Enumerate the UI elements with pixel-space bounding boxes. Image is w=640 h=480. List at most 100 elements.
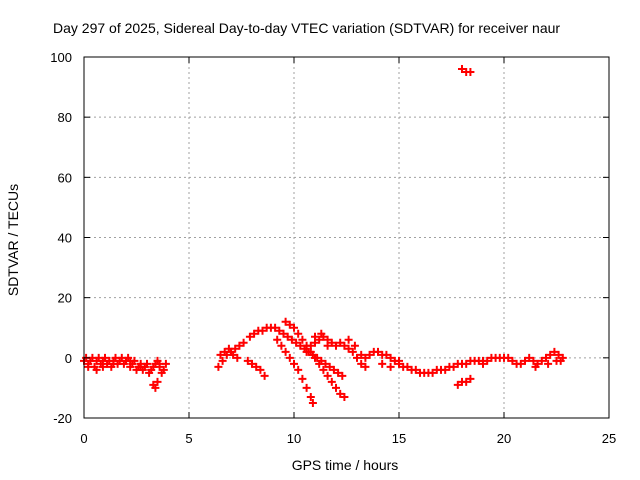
data-point: [126, 356, 135, 365]
y-tick-label: -20: [53, 411, 72, 426]
data-point: [109, 359, 118, 368]
data-point: [479, 359, 487, 368]
data-point: [84, 362, 93, 371]
data-point: [546, 350, 555, 359]
tick-layer: 0 5 10 15 20 25 -20 0 20 40 60 80 100: [50, 50, 616, 446]
data-point: [143, 359, 151, 368]
series-outlier: [458, 65, 475, 77]
data-point: [361, 362, 370, 371]
data-point: [344, 335, 353, 344]
data-point: [428, 368, 437, 377]
data-point: [340, 392, 349, 401]
data-point: [357, 359, 366, 368]
data-point: [92, 365, 101, 374]
data-point: [531, 362, 540, 371]
data-point: [248, 359, 256, 368]
data-point: [327, 377, 336, 386]
series-low-blip: [453, 374, 475, 389]
series-flat-tail: [357, 347, 567, 377]
data-point: [521, 356, 529, 365]
y-tick-label: 100: [50, 50, 72, 65]
data-point: [516, 359, 525, 368]
data-point: [336, 338, 345, 347]
data-point: [285, 320, 294, 329]
data-point: [277, 341, 286, 350]
data-point: [403, 362, 412, 371]
data-point: [250, 329, 259, 338]
series-early-cluster: [80, 353, 170, 392]
data-point: [332, 341, 340, 350]
data-point: [323, 341, 332, 350]
data-point: [298, 374, 307, 383]
data-point: [224, 344, 233, 353]
data-point: [308, 398, 317, 407]
data-point: [504, 353, 513, 362]
data-point: [101, 353, 109, 362]
data-point: [258, 326, 267, 335]
y-tick-label: 40: [58, 231, 72, 246]
data-point: [462, 377, 471, 386]
data-point: [449, 362, 458, 371]
data-point: [243, 356, 252, 365]
data-point: [550, 347, 559, 356]
data-point: [98, 362, 107, 371]
data-point: [271, 323, 280, 332]
data-point: [554, 350, 563, 359]
data-point: [466, 374, 475, 383]
data-point: [344, 344, 353, 353]
data-point: [357, 350, 366, 359]
data-point: [252, 362, 261, 371]
series-falling-arc-b: [243, 356, 269, 380]
data-point: [327, 338, 336, 347]
data-point: [319, 365, 328, 374]
data-point: [374, 347, 382, 356]
data-point: [136, 362, 145, 371]
data-point: [537, 356, 546, 365]
data-point: [462, 359, 471, 368]
data-point: [155, 359, 164, 368]
data-point: [386, 362, 395, 371]
data-point: [216, 350, 225, 359]
data-point: [311, 332, 319, 341]
x-tick-label: 5: [185, 431, 192, 446]
data-point: [508, 356, 517, 365]
data-point: [317, 329, 326, 338]
data-point: [287, 335, 296, 344]
data-point: [453, 380, 462, 389]
data-point: [544, 359, 553, 368]
data-point: [334, 368, 343, 377]
data-point: [281, 347, 290, 356]
data-point: [298, 335, 307, 344]
data-point: [556, 356, 565, 365]
data-point: [239, 338, 248, 347]
data-point: [294, 365, 303, 374]
data-point: [325, 362, 334, 371]
y-axis-label: SDTVAR / TECUs: [5, 184, 21, 296]
data-point: [311, 353, 319, 362]
data-layer: [80, 65, 567, 407]
y-tick-label: 60: [58, 170, 72, 185]
data-point: [233, 353, 242, 362]
data-point: [338, 371, 347, 380]
data-point: [395, 356, 403, 365]
data-point: [340, 341, 349, 350]
data-point: [323, 371, 332, 380]
y-tick-label: 20: [58, 291, 72, 306]
data-point: [290, 323, 298, 332]
y-tick-label: 0: [65, 351, 72, 366]
x-tick-label: 10: [287, 431, 301, 446]
data-point: [329, 365, 338, 374]
data-point: [483, 356, 492, 365]
data-point: [285, 353, 294, 362]
data-point: [292, 338, 301, 347]
data-point: [315, 359, 324, 368]
x-tick-label: 25: [602, 431, 616, 446]
series-steep-drop: [273, 335, 317, 407]
x-axis-label: GPS time / hours: [292, 457, 399, 473]
data-point: [229, 350, 238, 359]
data-point: [365, 350, 374, 359]
y-tick-label: 80: [58, 110, 72, 125]
data-point: [542, 353, 550, 362]
data-point: [275, 326, 284, 335]
